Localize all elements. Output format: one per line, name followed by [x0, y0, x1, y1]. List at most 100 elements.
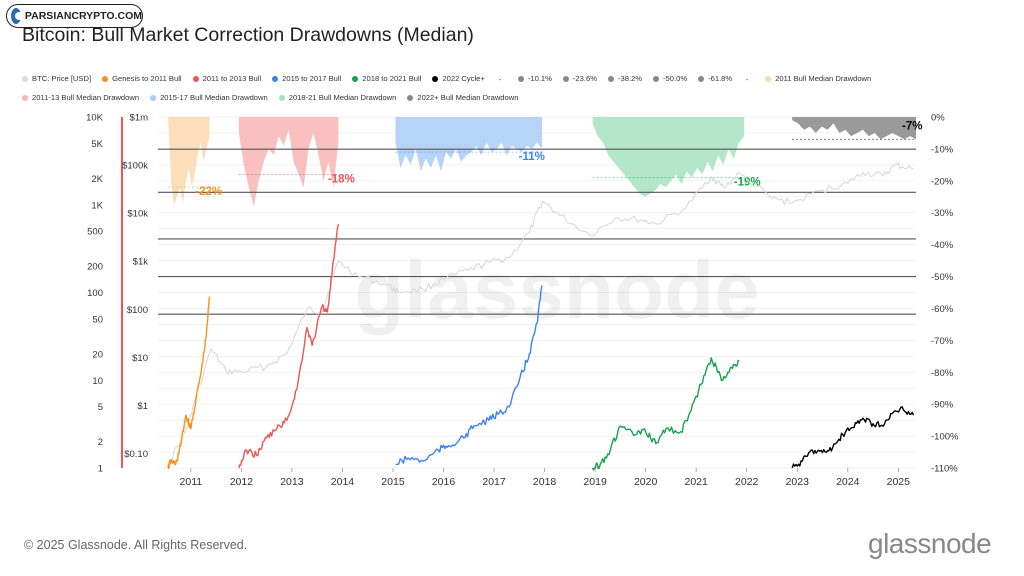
series-line	[238, 224, 340, 469]
legend-swatch	[407, 95, 414, 101]
series-line	[167, 162, 914, 465]
y-tick-label: 10	[92, 376, 103, 387]
x-tick-label: 2014	[331, 476, 355, 488]
legend-swatch	[272, 76, 279, 82]
legend-label: -38.2%	[617, 74, 643, 83]
series-line	[395, 285, 543, 466]
x-tick-label: 2019	[583, 476, 607, 488]
legend-swatch	[432, 76, 439, 82]
legend-item[interactable]: 2011 Bull Median Drawdown	[765, 70, 871, 88]
y-tick-label: 1K	[91, 200, 103, 211]
legend-item[interactable]: -23.6%	[562, 70, 597, 88]
y-tick-label: -40%	[931, 240, 954, 251]
legend-item[interactable]: 2018-21 Bull Median Drawdown	[278, 89, 397, 107]
y-tick-label: -50%	[931, 272, 954, 283]
drawdown-label: -22%	[195, 186, 222, 198]
legend-swatch	[192, 76, 199, 82]
watermark: glassnode	[354, 245, 760, 336]
legend-item[interactable]: 2022 Cycle+	[432, 70, 485, 88]
x-tick-label: 2017	[482, 476, 506, 488]
legend-label: 2015-17 Bull Median Drawdown	[160, 93, 268, 102]
legend-swatch	[22, 76, 28, 82]
y-tick-label: 10K	[86, 113, 104, 124]
legend-swatch	[653, 76, 660, 82]
legend-label: 2015 to 2017 Bull	[282, 74, 342, 83]
legend-swatch	[150, 95, 157, 101]
legend-swatch	[278, 95, 285, 101]
y-tick-label: 500	[87, 227, 103, 238]
series-line	[167, 296, 211, 470]
drawdown-area	[592, 117, 745, 197]
series-line	[791, 406, 915, 469]
legend-item[interactable]: -10.1%	[517, 70, 552, 88]
drawdown-area	[395, 117, 543, 172]
legend-item[interactable]: -61.8%	[698, 70, 732, 88]
y-tick-label: 50	[92, 314, 103, 325]
y-tick-label: -60%	[931, 304, 954, 315]
drawdown-label: -11%	[519, 151, 545, 163]
y-tick-label: $1m	[130, 113, 149, 124]
legend-swatch	[517, 76, 524, 82]
legend-item[interactable]: Genesis to 2011 Bull	[102, 70, 182, 88]
y-tick-label: $1	[137, 401, 148, 412]
drawdown-label: -18%	[328, 173, 355, 185]
legend-swatch	[698, 76, 705, 82]
badge-text: PARSIANCRYPTO.COM	[24, 10, 142, 22]
y-tick-label: 2	[98, 437, 103, 448]
x-tick-label: 2020	[634, 476, 658, 488]
y-tick-label: -30%	[931, 208, 954, 219]
x-tick-label: 2022	[735, 476, 759, 488]
legend-item[interactable]: 2018 to 2021 Bull	[352, 70, 421, 88]
legend-item[interactable]: -	[496, 71, 507, 89]
y-tick-label: 1	[98, 464, 103, 475]
copyright-text: © 2025 Glassnode. All Rights Reserved.	[24, 538, 248, 552]
y-tick-label: 0%	[931, 113, 945, 124]
legend-swatch	[22, 95, 28, 101]
y-tick-label: 200	[87, 262, 103, 273]
x-tick-label: 2016	[432, 476, 456, 488]
legend-item[interactable]: 2011-13 Bull Median Drawdown	[22, 89, 139, 107]
y-tick-label: $100k	[122, 161, 148, 172]
series-line	[591, 357, 740, 471]
legend-item[interactable]: 2015 to 2017 Bull	[272, 70, 341, 88]
legend-label: 2022 Cycle+	[442, 74, 485, 83]
legend-label: 2018 to 2021 Bull	[362, 74, 422, 83]
y-tick-label: -20%	[931, 176, 954, 187]
legend-label: 2011-13 Bull Median Drawdown	[32, 93, 140, 102]
drawdown-label: -7%	[902, 120, 922, 132]
globe-icon	[11, 8, 23, 24]
legend-swatch	[607, 76, 614, 82]
y-tick-label: 2K	[91, 174, 103, 185]
legend-item[interactable]: BTC: Price [USD]	[22, 70, 91, 88]
y-tick-label: -110%	[931, 464, 958, 475]
drawdown-area	[238, 117, 339, 207]
legend-label: Genesis to 2011 Bull	[112, 74, 182, 83]
legend-item[interactable]: -38.2%	[607, 70, 643, 88]
legend-item[interactable]: -50.0%	[653, 70, 687, 88]
legend-separator: -	[498, 75, 502, 84]
legend-label: -23.6%	[572, 74, 597, 83]
legend-item[interactable]: 2011 to 2013 Bull	[192, 70, 262, 88]
legend-label: 2011 Bull Median Drawdown	[775, 74, 872, 83]
y-tick-label: -90%	[931, 400, 954, 411]
legend-label: -10.1%	[527, 74, 552, 83]
legend-label: 2018-21 Bull Median Drawdown	[288, 93, 397, 102]
x-tick-label: 2012	[230, 476, 254, 488]
y-tick-label: -80%	[931, 368, 954, 379]
legend-item[interactable]: -	[743, 71, 754, 89]
x-tick-label: 2023	[786, 476, 810, 488]
y-tick-label: $10	[132, 353, 148, 364]
drawdown-area	[168, 117, 210, 207]
legend-item[interactable]: 2015-17 Bull Median Drawdown	[150, 89, 268, 107]
legend-label: BTC: Price [USD]	[32, 74, 92, 83]
x-tick-label: 2024	[836, 476, 860, 488]
source-badge: PARSIANCRYPTO.COM	[6, 4, 143, 28]
chart-title: Bitcoin: Bull Market Correction Drawdown…	[22, 24, 474, 46]
legend-label: -61.8%	[708, 74, 733, 83]
y-tick-label: -10%	[931, 144, 954, 155]
y-tick-label: $10k	[127, 209, 148, 220]
legend-item[interactable]: 2022+ Bull Median Drawdown	[407, 89, 518, 107]
legend-label: 2011 to 2013 Bull	[202, 74, 262, 83]
legend-label: 2022+ Bull Median Drawdown	[417, 93, 519, 102]
